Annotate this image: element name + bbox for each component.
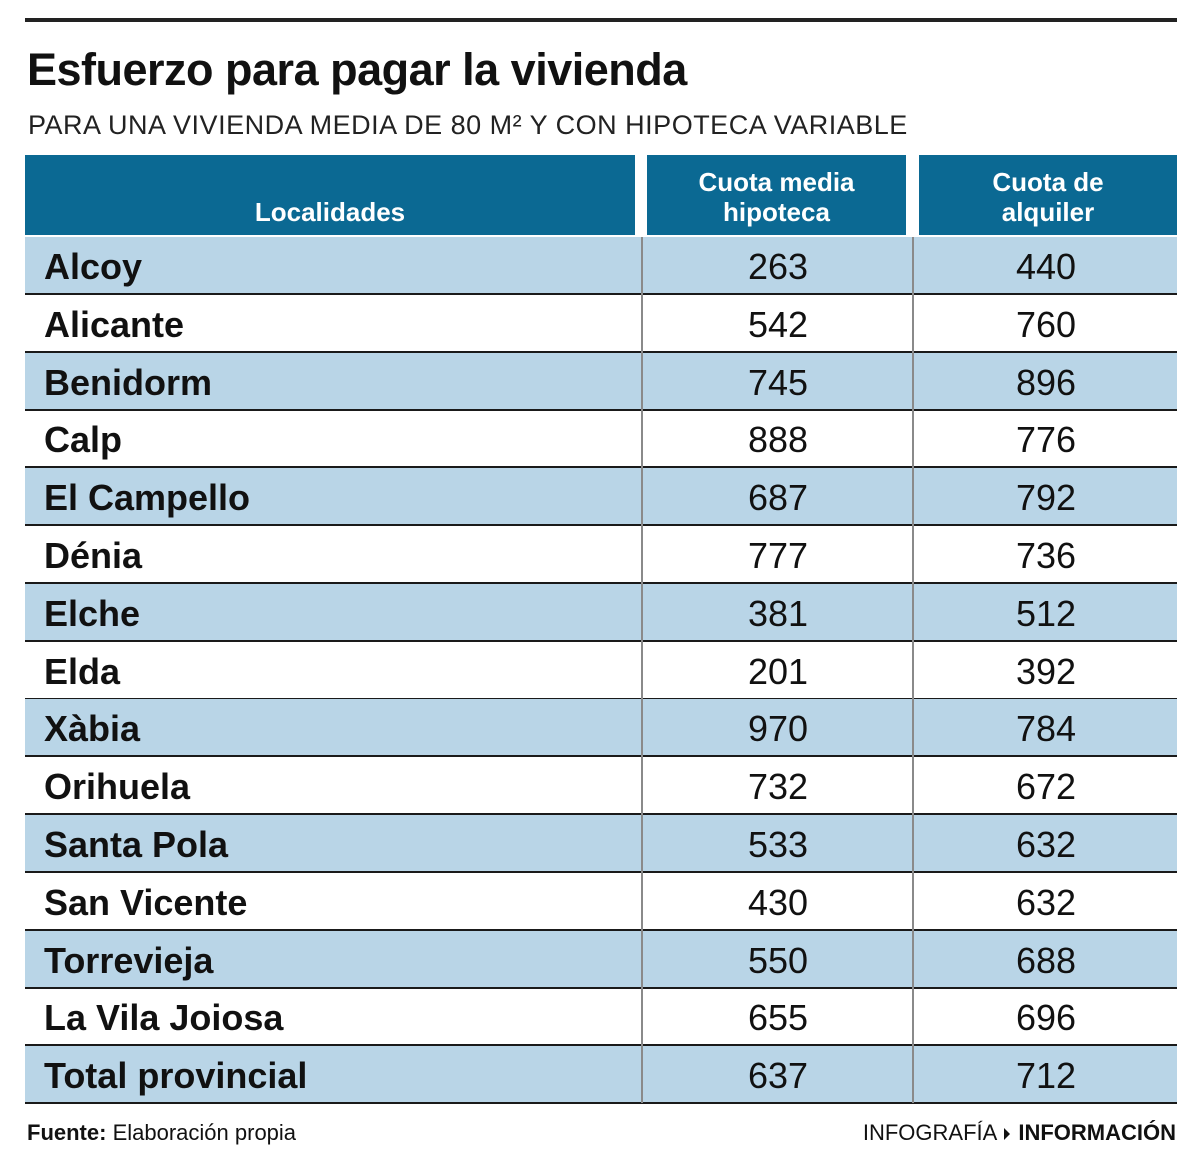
rent-value: 632 — [1015, 881, 1077, 923]
mortgage-value: 550 — [747, 939, 809, 981]
mortgage-value: 687 — [747, 477, 809, 519]
credit-name: INFORMACIÓN — [1018, 1120, 1176, 1145]
table-row: Elda 201 392 — [25, 642, 1177, 700]
subtitle: PARA UNA VIVIENDA MEDIA DE 80 M² Y CON H… — [28, 110, 908, 140]
table-row: Calp 888 776 — [25, 410, 1177, 469]
table-row: Total provincial 637 712 — [25, 1046, 1177, 1105]
rent-value: 696 — [1015, 997, 1077, 1039]
mortgage-value: 637 — [747, 1055, 809, 1097]
city: San Vicente — [44, 881, 248, 923]
city: El Campello — [44, 477, 251, 519]
table-row: Xàbia 970 784 — [25, 699, 1177, 758]
rent-value: 776 — [1015, 419, 1077, 461]
city: Alicante — [44, 303, 185, 345]
source-label: Fuente: — [27, 1120, 107, 1145]
city: Alcoy — [44, 246, 143, 287]
title: Esfuerzo para pagar la vivienda — [27, 44, 687, 95]
mortgage-value: 970 — [747, 708, 809, 750]
top-rule — [25, 18, 1177, 22]
mortgage-value: 888 — [747, 419, 809, 461]
rent-value: 784 — [1015, 708, 1077, 750]
table-row: Torrevieja 550 688 — [25, 930, 1177, 989]
table-row: Dénia 777 736 — [25, 526, 1177, 584]
rent-value: 392 — [1015, 650, 1077, 692]
mortgage-value: 533 — [747, 824, 809, 865]
table-row: Santa Pola 533 632 — [25, 815, 1177, 873]
column-divider — [912, 237, 914, 1103]
mortgage-value: 777 — [747, 535, 809, 576]
column-header: Cuota media hipoteca — [647, 155, 906, 235]
column-header: Localidades — [25, 155, 635, 235]
city: Xàbia — [44, 708, 141, 750]
table-row: Alcoy 263 440 — [25, 237, 1177, 295]
city: Elda — [44, 650, 121, 692]
rent-value: 792 — [1015, 477, 1077, 519]
table-row: Alicante 542 760 — [25, 295, 1177, 353]
city: Benidorm — [44, 361, 213, 403]
rent-value: 736 — [1015, 535, 1077, 576]
credit: INFOGRAFÍA INFORMACIÓN — [863, 1120, 1176, 1146]
city: Calp — [44, 419, 123, 461]
city: Dénia — [44, 535, 143, 576]
rent-value: 896 — [1015, 361, 1077, 403]
city: Elche — [44, 592, 141, 634]
mortgage-value: 263 — [747, 246, 809, 287]
city: La Vila Joiosa — [44, 997, 284, 1039]
rent-value: 440 — [1015, 246, 1077, 287]
rent-value: 632 — [1015, 824, 1077, 865]
source: Fuente: Elaboración propia — [27, 1120, 296, 1146]
city: Orihuela — [44, 766, 191, 808]
credit-label: INFOGRAFÍA — [862, 1120, 997, 1145]
mortgage-value: 542 — [747, 303, 809, 345]
table-row: Orihuela 732 672 — [25, 757, 1177, 816]
mortgage-value: 381 — [747, 592, 809, 634]
table-row: La Vila Joiosa 655 696 — [25, 988, 1177, 1047]
table-row: Elche 381 512 — [25, 583, 1177, 642]
mortgage-value: 655 — [747, 997, 809, 1039]
column-header: Cuota de alquiler — [919, 155, 1177, 235]
mortgage-value: 430 — [747, 881, 809, 923]
rent-value: 712 — [1015, 1055, 1077, 1097]
mortgage-value: 732 — [747, 766, 809, 808]
table-row: San Vicente 430 632 — [25, 873, 1177, 931]
table-row: Benidorm 745 896 — [25, 352, 1177, 411]
city: Santa Pola — [44, 824, 229, 865]
city: Torrevieja — [44, 939, 214, 981]
city: Total provincial — [44, 1055, 308, 1097]
mortgage-value: 201 — [747, 650, 809, 692]
column-divider — [641, 237, 643, 1103]
rent-value: 688 — [1015, 939, 1077, 981]
mortgage-value: 745 — [747, 361, 809, 403]
source-text: Elaboración propia — [112, 1120, 297, 1145]
table-row: El Campello 687 792 — [25, 468, 1177, 527]
arrow-icon — [1004, 1128, 1011, 1140]
rent-value: 760 — [1015, 303, 1077, 345]
rent-value: 512 — [1015, 592, 1077, 634]
rent-value: 672 — [1015, 766, 1077, 808]
